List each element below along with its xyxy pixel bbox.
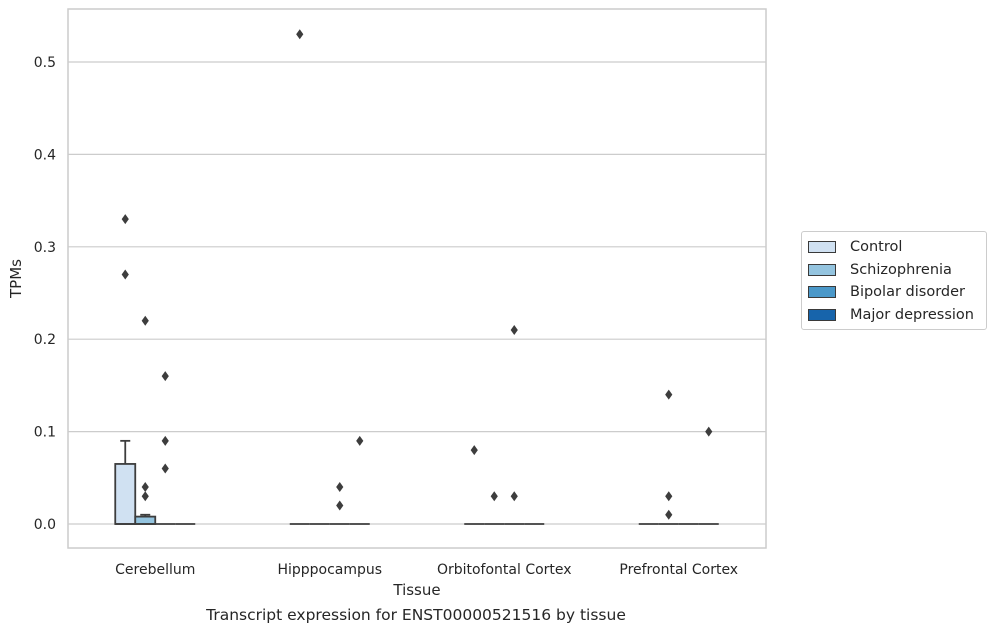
plot-frame: [67, 8, 767, 549]
box-0-0: [114, 439, 137, 525]
outlier-point: [161, 435, 169, 446]
y-tick-label: 0.0: [34, 517, 56, 533]
outlier-point: [141, 491, 149, 502]
legend-swatch: [808, 286, 836, 299]
outliers: [121, 29, 713, 520]
outlier-point: [336, 482, 344, 493]
legend-label: Control: [850, 239, 903, 256]
y-axis-label: TPMs: [7, 259, 25, 299]
y-tick-label: 0.1: [34, 425, 56, 441]
y-tick-label: 0.3: [34, 240, 56, 256]
outlier-point: [356, 435, 364, 446]
outlier-point: [705, 426, 713, 437]
outlier-point: [161, 463, 169, 474]
x-tick-labels: Cerebellum Hipppocampus Orbitofontal Corte…: [115, 562, 738, 578]
x-tick-label: Prefrontal Cortex: [619, 562, 738, 578]
legend-item-control: Control: [802, 236, 986, 259]
x-tick-label: Cerebellum: [115, 562, 195, 578]
outlier-point: [665, 509, 673, 520]
box-body: [114, 463, 137, 525]
outlier-point: [665, 389, 673, 400]
y-tick-labels: 0.0 0.1 0.2 0.3 0.4 0.5: [34, 55, 56, 533]
legend-item-major-depression: Major depression: [802, 304, 986, 327]
legend-swatch: [808, 308, 836, 321]
chart-caption: Transcript expression for ENST0000052151…: [206, 606, 626, 624]
outlier-point: [470, 445, 478, 456]
legend-swatch: [808, 263, 836, 276]
outlier-point: [141, 315, 149, 326]
legend-label: Bipolar disorder: [850, 284, 965, 301]
y-tick-label: 0.2: [34, 332, 56, 348]
legend: Control Schizophrenia Bipolar disorder M…: [801, 231, 987, 330]
box-0-1: [134, 513, 157, 525]
outlier-point: [510, 324, 518, 335]
legend-label: Schizophrenia: [850, 261, 952, 278]
outlier-point: [141, 482, 149, 493]
outlier-point: [510, 491, 518, 502]
outlier-point: [121, 269, 129, 280]
outlier-point: [490, 491, 498, 502]
outlier-point: [161, 371, 169, 382]
box-body: [134, 515, 157, 525]
legend-item-bipolar-disorder: Bipolar disorder: [802, 281, 986, 304]
boxes: [114, 439, 719, 525]
legend-item-schizophrenia: Schizophrenia: [802, 259, 986, 282]
y-tick-label: 0.4: [34, 147, 56, 163]
legend-swatch: [808, 241, 836, 254]
grid-lines: [68, 61, 766, 525]
outlier-point: [665, 491, 673, 502]
outlier-point: [121, 214, 129, 225]
x-tick-label: Orbitofontal Cortex: [437, 562, 572, 578]
outlier-point: [336, 500, 344, 511]
x-axis-label: Tissue: [392, 581, 440, 599]
y-tick-label: 0.5: [34, 55, 56, 71]
legend-label: Major depression: [850, 306, 974, 323]
outlier-point: [296, 29, 304, 40]
x-tick-label: Hipppocampus: [277, 562, 382, 578]
